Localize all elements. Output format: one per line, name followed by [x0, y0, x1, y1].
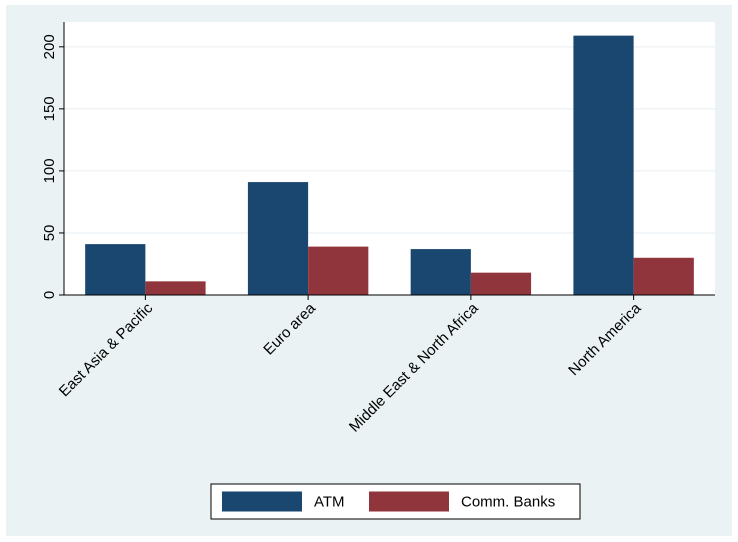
legend-swatch-comm-banks	[369, 491, 449, 512]
bar-atm-0	[85, 244, 146, 295]
y-tick-label-0: 0	[41, 291, 58, 299]
x-tick-label-3: North America	[565, 299, 645, 379]
legend-swatch-atm	[222, 491, 302, 512]
bar-comm-banks-1	[308, 246, 369, 295]
legend-label-atm: ATM	[314, 494, 345, 511]
y-tick-label-50: 50	[41, 225, 58, 242]
legend-label-comm-banks: Comm. Banks	[461, 494, 555, 511]
bar-atm-3	[573, 35, 634, 296]
bar-comm-banks-3	[633, 257, 694, 295]
x-tick-label-1: Euro area	[260, 299, 319, 358]
bar-comm-banks-2	[470, 272, 532, 295]
bar-atm-1	[247, 182, 309, 295]
x-tick-label-2: Middle East & North Africa	[346, 299, 482, 435]
y-tick-label-200: 200	[41, 34, 58, 59]
bar-atm-2	[410, 249, 471, 295]
y-tick-label-150: 150	[41, 96, 58, 121]
x-tick-label-0: East Asia & Pacific	[56, 299, 157, 400]
bar-comm-banks-0	[145, 281, 206, 295]
y-tick-label-100: 100	[41, 158, 58, 183]
